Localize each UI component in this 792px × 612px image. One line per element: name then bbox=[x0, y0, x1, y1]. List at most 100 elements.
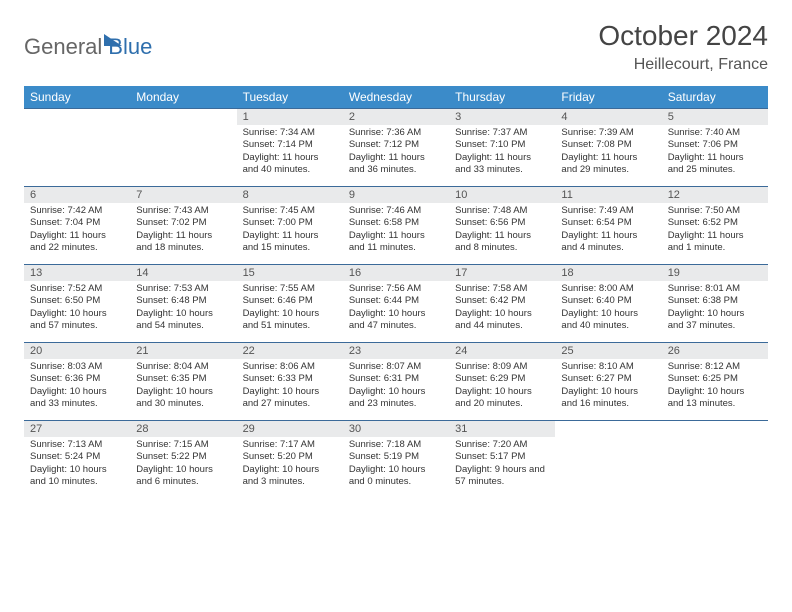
sunrise-text: Sunrise: 8:09 AM bbox=[455, 361, 549, 373]
sunset-text: Sunset: 7:00 PM bbox=[243, 217, 337, 229]
day-number: 5 bbox=[662, 109, 768, 125]
weekday-header: Monday bbox=[130, 86, 236, 109]
day-details: Sunrise: 7:37 AMSunset: 7:10 PMDaylight:… bbox=[449, 125, 555, 180]
day-details: Sunrise: 7:52 AMSunset: 6:50 PMDaylight:… bbox=[24, 281, 130, 336]
calendar-week-row: 20Sunrise: 8:03 AMSunset: 6:36 PMDayligh… bbox=[24, 343, 768, 421]
sunset-text: Sunset: 7:14 PM bbox=[243, 139, 337, 151]
sunset-text: Sunset: 7:06 PM bbox=[668, 139, 762, 151]
day-details: Sunrise: 7:48 AMSunset: 6:56 PMDaylight:… bbox=[449, 203, 555, 258]
day-number: 27 bbox=[24, 421, 130, 437]
calendar-day-cell: 16Sunrise: 7:56 AMSunset: 6:44 PMDayligh… bbox=[343, 265, 449, 343]
sunset-text: Sunset: 6:52 PM bbox=[668, 217, 762, 229]
day-number: 24 bbox=[449, 343, 555, 359]
daylight-text: Daylight: 11 hours and 4 minutes. bbox=[561, 230, 655, 255]
sunrise-text: Sunrise: 7:55 AM bbox=[243, 283, 337, 295]
logo: General Blue bbox=[24, 34, 152, 60]
calendar-day-cell: 29Sunrise: 7:17 AMSunset: 5:20 PMDayligh… bbox=[237, 421, 343, 499]
sunrise-text: Sunrise: 7:52 AM bbox=[30, 283, 124, 295]
day-number: 15 bbox=[237, 265, 343, 281]
sunset-text: Sunset: 6:33 PM bbox=[243, 373, 337, 385]
day-details: Sunrise: 7:39 AMSunset: 7:08 PMDaylight:… bbox=[555, 125, 661, 180]
day-number: 18 bbox=[555, 265, 661, 281]
sunset-text: Sunset: 6:40 PM bbox=[561, 295, 655, 307]
daylight-text: Daylight: 11 hours and 29 minutes. bbox=[561, 152, 655, 177]
calendar-day-cell bbox=[24, 109, 130, 187]
calendar-table: SundayMondayTuesdayWednesdayThursdayFrid… bbox=[24, 86, 768, 499]
day-number: 14 bbox=[130, 265, 236, 281]
sunrise-text: Sunrise: 7:20 AM bbox=[455, 439, 549, 451]
daylight-text: Daylight: 11 hours and 25 minutes. bbox=[668, 152, 762, 177]
day-number: 19 bbox=[662, 265, 768, 281]
daylight-text: Daylight: 10 hours and 20 minutes. bbox=[455, 386, 549, 411]
day-number: 7 bbox=[130, 187, 236, 203]
sunrise-text: Sunrise: 7:40 AM bbox=[668, 127, 762, 139]
daylight-text: Daylight: 11 hours and 15 minutes. bbox=[243, 230, 337, 255]
daylight-text: Daylight: 10 hours and 6 minutes. bbox=[136, 464, 230, 489]
day-details: Sunrise: 7:55 AMSunset: 6:46 PMDaylight:… bbox=[237, 281, 343, 336]
day-details: Sunrise: 8:03 AMSunset: 6:36 PMDaylight:… bbox=[24, 359, 130, 414]
daylight-text: Daylight: 11 hours and 18 minutes. bbox=[136, 230, 230, 255]
daylight-text: Daylight: 11 hours and 40 minutes. bbox=[243, 152, 337, 177]
day-number: 6 bbox=[24, 187, 130, 203]
sunset-text: Sunset: 5:22 PM bbox=[136, 451, 230, 463]
day-details: Sunrise: 7:58 AMSunset: 6:42 PMDaylight:… bbox=[449, 281, 555, 336]
weekday-header: Thursday bbox=[449, 86, 555, 109]
calendar-day-cell: 15Sunrise: 7:55 AMSunset: 6:46 PMDayligh… bbox=[237, 265, 343, 343]
title-block: October 2024 Heillecourt, France bbox=[598, 20, 768, 74]
day-details: Sunrise: 8:06 AMSunset: 6:33 PMDaylight:… bbox=[237, 359, 343, 414]
sunset-text: Sunset: 6:31 PM bbox=[349, 373, 443, 385]
sunset-text: Sunset: 6:36 PM bbox=[30, 373, 124, 385]
sunrise-text: Sunrise: 7:48 AM bbox=[455, 205, 549, 217]
day-details: Sunrise: 8:10 AMSunset: 6:27 PMDaylight:… bbox=[555, 359, 661, 414]
calendar-day-cell: 13Sunrise: 7:52 AMSunset: 6:50 PMDayligh… bbox=[24, 265, 130, 343]
calendar-day-cell: 4Sunrise: 7:39 AMSunset: 7:08 PMDaylight… bbox=[555, 109, 661, 187]
daylight-text: Daylight: 10 hours and 27 minutes. bbox=[243, 386, 337, 411]
calendar-day-cell: 20Sunrise: 8:03 AMSunset: 6:36 PMDayligh… bbox=[24, 343, 130, 421]
calendar-week-row: 1Sunrise: 7:34 AMSunset: 7:14 PMDaylight… bbox=[24, 109, 768, 187]
sunset-text: Sunset: 6:46 PM bbox=[243, 295, 337, 307]
calendar-day-cell bbox=[662, 421, 768, 499]
day-number: 3 bbox=[449, 109, 555, 125]
day-details: Sunrise: 7:15 AMSunset: 5:22 PMDaylight:… bbox=[130, 437, 236, 492]
sunset-text: Sunset: 6:27 PM bbox=[561, 373, 655, 385]
sunset-text: Sunset: 6:50 PM bbox=[30, 295, 124, 307]
sunrise-text: Sunrise: 7:53 AM bbox=[136, 283, 230, 295]
day-number: 1 bbox=[237, 109, 343, 125]
day-number: 26 bbox=[662, 343, 768, 359]
calendar-day-cell: 24Sunrise: 8:09 AMSunset: 6:29 PMDayligh… bbox=[449, 343, 555, 421]
calendar-day-cell: 18Sunrise: 8:00 AMSunset: 6:40 PMDayligh… bbox=[555, 265, 661, 343]
daylight-text: Daylight: 9 hours and 57 minutes. bbox=[455, 464, 549, 489]
day-details: Sunrise: 7:45 AMSunset: 7:00 PMDaylight:… bbox=[237, 203, 343, 258]
weekday-header: Sunday bbox=[24, 86, 130, 109]
day-number: 28 bbox=[130, 421, 236, 437]
day-number: 10 bbox=[449, 187, 555, 203]
sunrise-text: Sunrise: 7:42 AM bbox=[30, 205, 124, 217]
day-details: Sunrise: 7:17 AMSunset: 5:20 PMDaylight:… bbox=[237, 437, 343, 492]
calendar-day-cell: 22Sunrise: 8:06 AMSunset: 6:33 PMDayligh… bbox=[237, 343, 343, 421]
calendar-day-cell: 6Sunrise: 7:42 AMSunset: 7:04 PMDaylight… bbox=[24, 187, 130, 265]
calendar-day-cell: 27Sunrise: 7:13 AMSunset: 5:24 PMDayligh… bbox=[24, 421, 130, 499]
sunset-text: Sunset: 6:44 PM bbox=[349, 295, 443, 307]
sunset-text: Sunset: 5:24 PM bbox=[30, 451, 124, 463]
calendar-week-row: 27Sunrise: 7:13 AMSunset: 5:24 PMDayligh… bbox=[24, 421, 768, 499]
day-number: 31 bbox=[449, 421, 555, 437]
daylight-text: Daylight: 11 hours and 8 minutes. bbox=[455, 230, 549, 255]
sunrise-text: Sunrise: 7:37 AM bbox=[455, 127, 549, 139]
sunrise-text: Sunrise: 8:04 AM bbox=[136, 361, 230, 373]
sunrise-text: Sunrise: 7:34 AM bbox=[243, 127, 337, 139]
daylight-text: Daylight: 11 hours and 33 minutes. bbox=[455, 152, 549, 177]
sunset-text: Sunset: 6:58 PM bbox=[349, 217, 443, 229]
daylight-text: Daylight: 10 hours and 47 minutes. bbox=[349, 308, 443, 333]
daylight-text: Daylight: 10 hours and 30 minutes. bbox=[136, 386, 230, 411]
sunrise-text: Sunrise: 7:18 AM bbox=[349, 439, 443, 451]
day-number: 30 bbox=[343, 421, 449, 437]
calendar-day-cell: 19Sunrise: 8:01 AMSunset: 6:38 PMDayligh… bbox=[662, 265, 768, 343]
day-details: Sunrise: 8:04 AMSunset: 6:35 PMDaylight:… bbox=[130, 359, 236, 414]
calendar-week-row: 13Sunrise: 7:52 AMSunset: 6:50 PMDayligh… bbox=[24, 265, 768, 343]
sunrise-text: Sunrise: 7:39 AM bbox=[561, 127, 655, 139]
day-details: Sunrise: 7:34 AMSunset: 7:14 PMDaylight:… bbox=[237, 125, 343, 180]
sunrise-text: Sunrise: 8:01 AM bbox=[668, 283, 762, 295]
day-number: 29 bbox=[237, 421, 343, 437]
sunset-text: Sunset: 6:25 PM bbox=[668, 373, 762, 385]
daylight-text: Daylight: 10 hours and 13 minutes. bbox=[668, 386, 762, 411]
